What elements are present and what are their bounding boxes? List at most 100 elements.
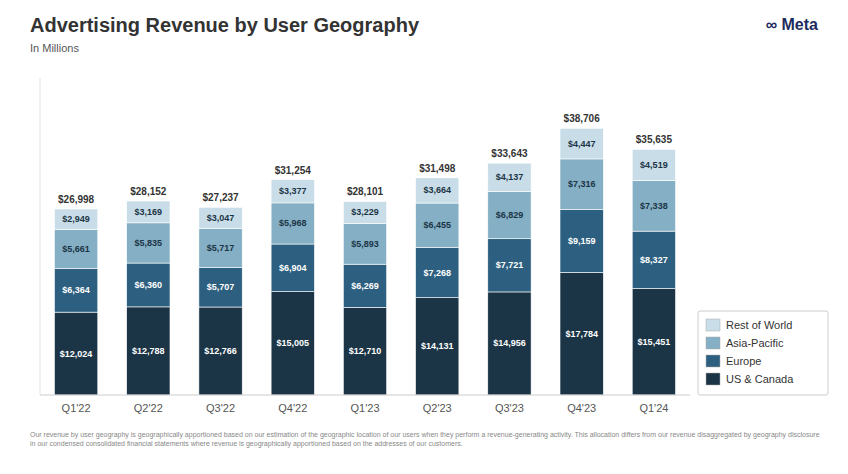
bar-segment — [632, 231, 675, 288]
legend-label: Asia-Pacific — [726, 337, 784, 349]
bar-segment — [54, 229, 97, 268]
legend-label: Rest of World — [726, 319, 792, 331]
x-tick-label: Q3'22 — [206, 402, 235, 414]
data-label: $7,721 — [496, 260, 524, 270]
data-label: $5,835 — [135, 238, 163, 248]
bar-segment — [343, 307, 386, 395]
legend-swatch — [706, 373, 720, 385]
data-label: $5,968 — [279, 218, 307, 228]
data-label: $12,788 — [132, 346, 165, 356]
bar-segment — [127, 263, 170, 307]
x-tick-label: Q1'23 — [350, 402, 379, 414]
bar-segment — [488, 192, 531, 239]
total-label: $28,101 — [347, 186, 384, 197]
data-label: $14,131 — [421, 341, 454, 351]
data-label: $3,664 — [423, 185, 451, 195]
total-label: $26,998 — [58, 194, 95, 205]
bar-segment — [199, 207, 242, 228]
data-label: $3,229 — [351, 207, 379, 217]
bar-segment — [271, 180, 314, 203]
title: Advertising Revenue by User Geography — [30, 14, 420, 36]
data-label: $9,159 — [568, 236, 596, 246]
total-label: $27,237 — [202, 192, 239, 203]
bar-segment — [127, 201, 170, 223]
data-label: $6,364 — [62, 285, 90, 295]
bar-segment — [343, 264, 386, 307]
x-tick-label: Q1'22 — [62, 402, 91, 414]
legend-swatch — [706, 337, 720, 349]
total-label: $33,643 — [491, 148, 528, 159]
x-tick-label: Q4'23 — [567, 402, 596, 414]
x-tick-label: Q1'24 — [639, 402, 668, 414]
bar-segment — [488, 239, 531, 292]
subtitle: In Millions — [30, 42, 79, 54]
data-label: $4,137 — [496, 172, 524, 182]
data-label: $3,047 — [207, 213, 235, 223]
logo: ∞ Meta — [766, 16, 818, 33]
data-label: $6,269 — [351, 281, 379, 291]
data-label: $15,451 — [638, 337, 671, 347]
data-label: $12,766 — [204, 346, 237, 356]
bar-segment — [343, 224, 386, 265]
data-label: $7,316 — [568, 179, 596, 189]
data-label: $5,661 — [62, 244, 90, 254]
data-label: $5,707 — [207, 282, 235, 292]
data-labels: $12,024 $12,788 $12,766 $15,005 $12,710 $14,1… — [58, 113, 672, 358]
x-tick-label: Q2'23 — [423, 402, 452, 414]
legend-label: Europe — [726, 355, 761, 367]
data-label: $4,447 — [568, 139, 596, 149]
data-label: $6,360 — [135, 280, 163, 290]
bar-segment — [416, 178, 459, 203]
total-label: $35,635 — [636, 134, 673, 145]
bar-segment — [560, 272, 603, 395]
data-label: $12,710 — [349, 346, 382, 356]
data-label: $2,949 — [62, 214, 90, 224]
bar-segment — [199, 268, 242, 307]
bar-segment — [199, 228, 242, 267]
legend-label: US & Canada — [726, 373, 794, 385]
total-label: $31,254 — [275, 165, 312, 176]
footnote: Our revenue by user geography is geograp… — [30, 430, 820, 449]
bar-segment — [632, 181, 675, 232]
data-label: $3,377 — [279, 186, 307, 196]
chart: Advertising Revenue by User Geography In … — [0, 0, 848, 474]
data-label: $3,169 — [135, 207, 163, 217]
legend-swatch — [706, 355, 720, 367]
data-label: $14,956 — [493, 338, 526, 348]
bar-segment — [416, 298, 459, 395]
data-label: $6,904 — [279, 263, 307, 273]
legend-swatch — [706, 319, 720, 331]
data-label: $15,005 — [277, 338, 310, 348]
data-label: $12,024 — [60, 349, 93, 359]
data-label: $6,829 — [496, 210, 524, 220]
bars — [54, 128, 675, 395]
legend-frame — [698, 311, 828, 395]
total-label: $28,152 — [130, 186, 167, 197]
legend: Rest of World Asia-Pacific Europe US & Cana… — [698, 311, 828, 395]
bar-segment — [271, 203, 314, 244]
bar-segment — [560, 209, 603, 272]
data-label: $6,455 — [423, 220, 451, 230]
x-tick-label: Q2'22 — [134, 402, 163, 414]
y-axis-line — [40, 78, 41, 395]
bar-segment — [560, 159, 603, 209]
x-axis-line — [40, 395, 690, 396]
total-label: $38,706 — [564, 113, 601, 124]
bar-segment — [271, 292, 314, 395]
bar-segment — [632, 289, 675, 395]
bar-segment — [343, 201, 386, 223]
bar-segment — [127, 223, 170, 263]
data-label: $4,519 — [640, 160, 668, 170]
data-label: $5,893 — [351, 239, 379, 249]
bar-segment — [416, 203, 459, 247]
bar-segment — [416, 248, 459, 298]
x-tick-label: Q3'23 — [495, 402, 524, 414]
bar-segment — [632, 149, 675, 180]
bar-segment — [271, 244, 314, 292]
data-label: $5,717 — [207, 243, 235, 253]
bar-segment — [560, 128, 603, 159]
total-label: $31,498 — [419, 163, 456, 174]
bar-segment — [54, 312, 97, 395]
data-label: $8,327 — [640, 255, 668, 265]
data-label: $17,784 — [565, 329, 598, 339]
